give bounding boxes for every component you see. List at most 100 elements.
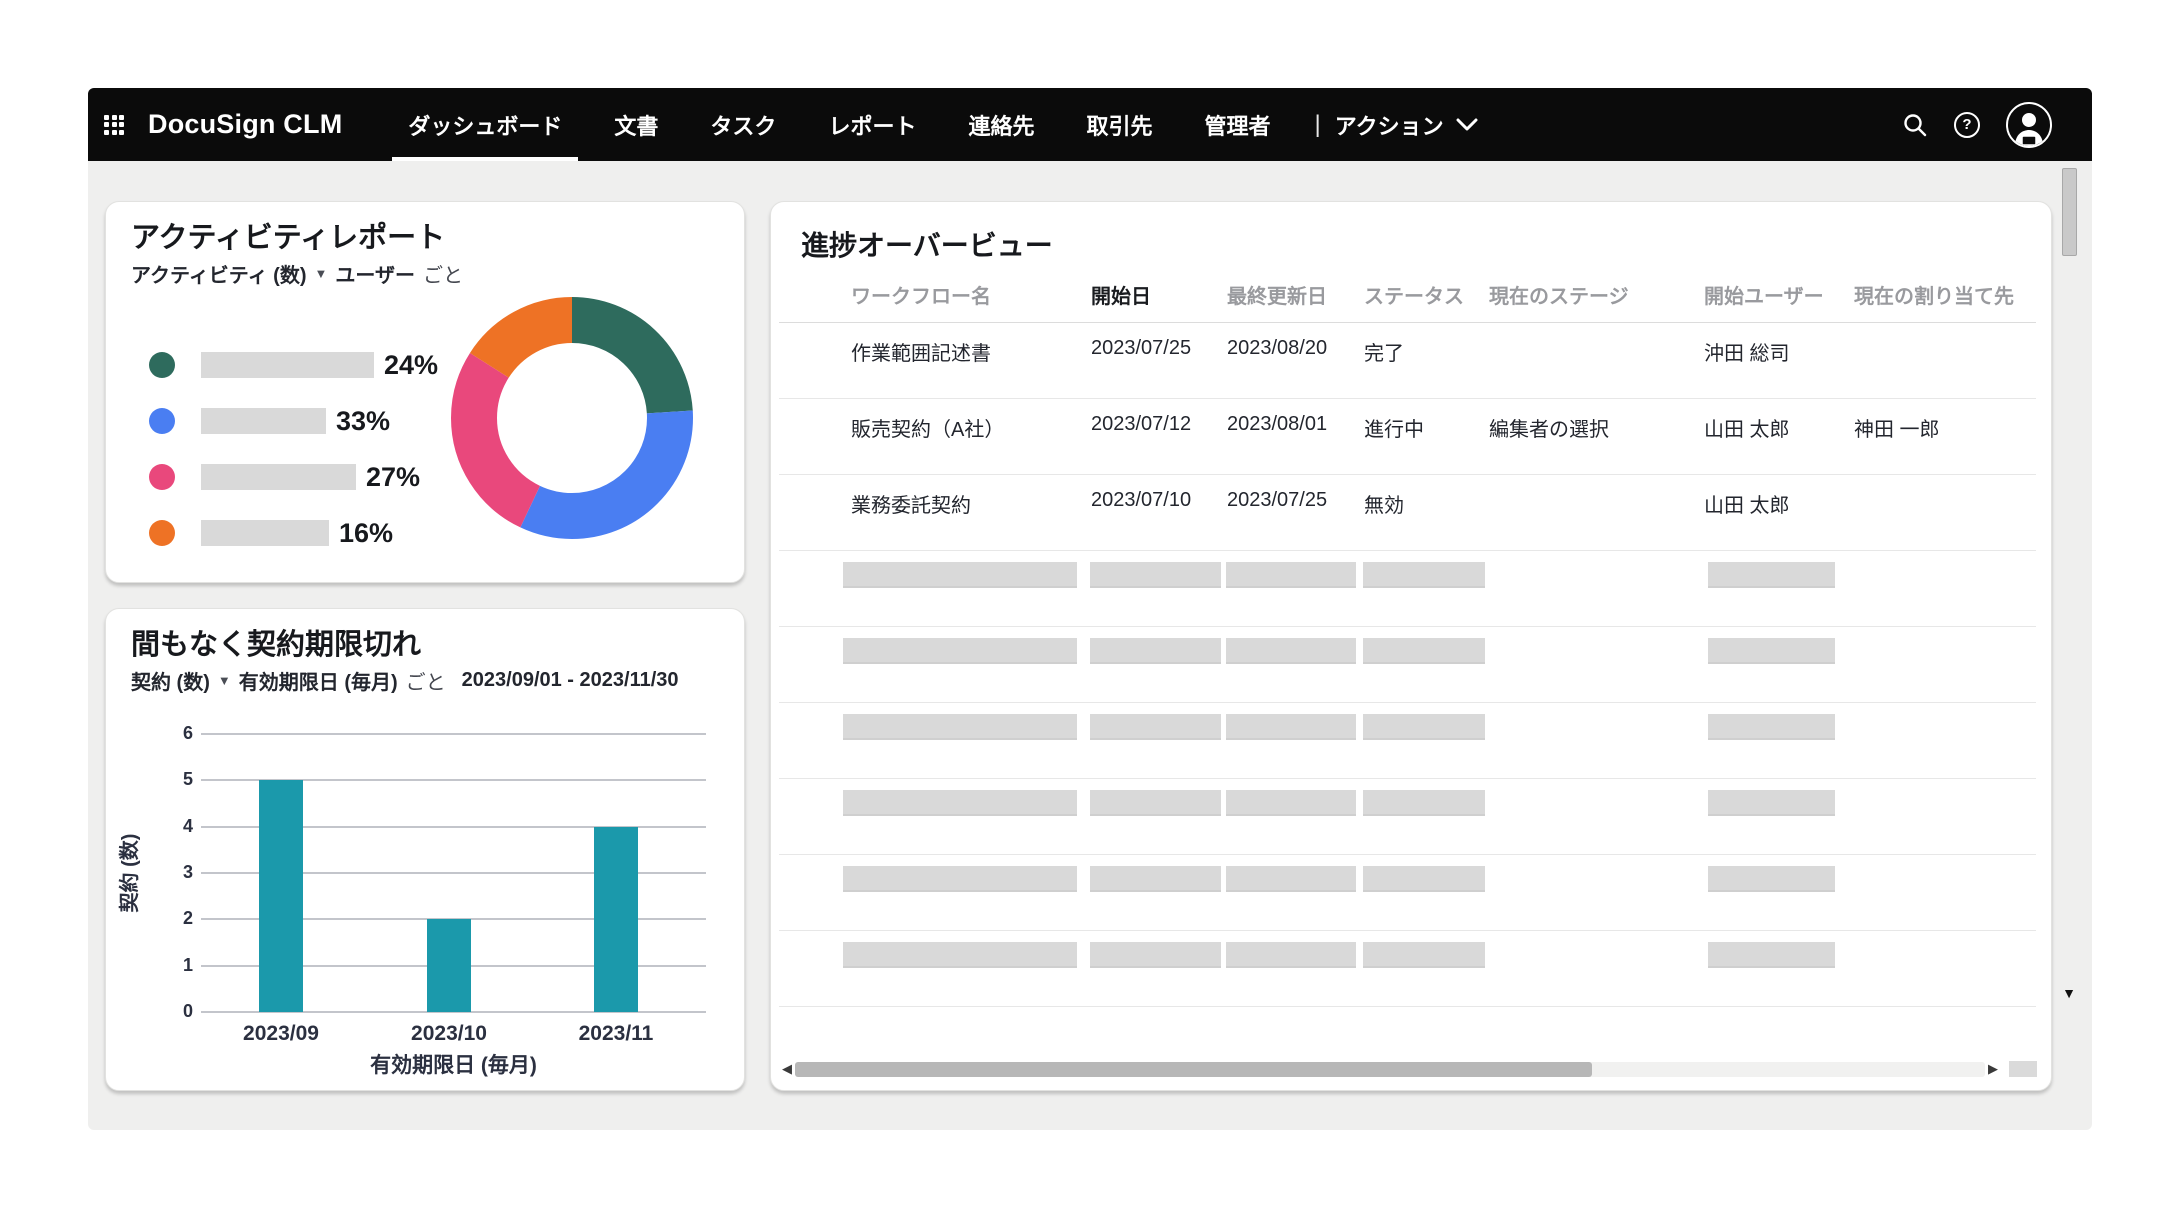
user-avatar[interactable] (2006, 101, 2052, 148)
xtick-2023/10: 2023/10 (411, 1022, 487, 1045)
cell-last_updated: 2023/08/20 (1227, 337, 1328, 359)
placeholder-bar (843, 866, 1077, 892)
help-icon[interactable]: ? (1954, 111, 1980, 138)
nav-item-reports[interactable]: レポート (828, 113, 917, 139)
horizontal-scrollbar-thumb[interactable] (795, 1061, 1593, 1077)
expiring-contracts-title: 間もなく契約期限切れ (131, 629, 422, 661)
placeholder-bar (843, 562, 1077, 588)
placeholder-bar (1363, 638, 1485, 664)
legend-label-placeholder (201, 352, 374, 378)
legend-percent-label: 33% (336, 405, 391, 436)
nav-item-admin[interactable]: 管理者 (1204, 113, 1271, 139)
column-header-start_user[interactable]: 開始ユーザー (1704, 286, 1824, 308)
nav-item-tasks[interactable]: タスク (710, 113, 777, 139)
legend-label-placeholder (201, 520, 329, 546)
placeholder-bar (1090, 790, 1221, 816)
docusign-clm-app: DocuSign CLM ダッシュボード 文書 タスク レポート 連絡先 取引先 管理者 |… (88, 88, 2092, 1130)
ytick-0: 0 (182, 1001, 193, 1021)
nav-item-accounts[interactable]: 取引先 (1086, 113, 1153, 139)
cell-workflow[interactable]: 作業範囲記述書 (851, 343, 991, 365)
gridline-y6 (201, 733, 706, 735)
cell-last_updated: 2023/08/01 (1227, 413, 1328, 435)
legend-item-2: 33% (149, 405, 438, 436)
column-header-workflow[interactable]: ワークフロー名 (851, 286, 991, 308)
horizontal-scrollbar-track[interactable] (795, 1061, 1985, 1077)
column-header-status[interactable]: ステータス (1364, 286, 1464, 308)
legend-item-1: 24% (149, 350, 438, 380)
activity-report-card: アクティビティレポート アクティビティ (数) ▼ ユーザー ごと 24% 33%… (105, 201, 745, 583)
cell-status: 進行中 (1364, 419, 1424, 441)
legend-label-placeholder (201, 408, 326, 434)
placeholder-bar (843, 714, 1077, 740)
row-separator (779, 854, 2036, 855)
legend-color-dot (149, 464, 175, 490)
placeholder-bar (1708, 866, 1835, 892)
placeholder-bar (1226, 714, 1356, 740)
bar-2023/11 (594, 826, 638, 1012)
column-header-stage[interactable]: 現在のステージ (1489, 286, 1629, 308)
activity-by-suffix: ごと (422, 265, 463, 287)
expiry-date-range: 2023/09/01 - 2023/11/30 (461, 669, 679, 691)
nav-item-documents[interactable]: 文書 (614, 113, 659, 139)
bar-2023/09 (259, 780, 303, 1012)
donut-slice-4 (451, 297, 693, 539)
gridline-y3 (201, 872, 706, 874)
legend-color-dot (149, 520, 175, 546)
row-separator (779, 398, 2036, 399)
scroll-down-arrow[interactable]: ▼ (2062, 985, 2076, 1001)
legend-item-3: 27% (149, 462, 438, 492)
search-icon[interactable] (1902, 112, 1928, 138)
placeholder-bar (843, 790, 1077, 816)
cell-assignee: 神田 一郎 (1854, 419, 1940, 441)
placeholder-bar (1090, 714, 1221, 740)
nav-item-contacts[interactable]: 連絡先 (968, 113, 1035, 139)
vertical-scrollbar-thumb[interactable] (2062, 168, 2077, 256)
activity-by-label: ユーザー (335, 265, 415, 287)
cell-workflow[interactable]: 業務委託契約 (851, 495, 971, 517)
legend-label-placeholder (201, 464, 356, 490)
ytick-6: 6 (182, 723, 193, 743)
expiring-contracts-subtitle: 契約 (数) ▼ 有効期限日 (毎月) ごと 2023/09/01 - 2023… (131, 666, 679, 695)
placeholder-bar (1090, 562, 1221, 588)
placeholder-bar (1363, 562, 1485, 588)
placeholder-bar (1226, 638, 1356, 664)
activity-donut-chart (451, 297, 693, 539)
column-header-last_updated[interactable]: 最終更新日 (1227, 286, 1327, 308)
cell-workflow[interactable]: 販売契約（A社） (851, 419, 1005, 441)
legend-percent-label: 16% (339, 517, 394, 548)
cell-last_updated: 2023/07/25 (1227, 489, 1328, 511)
placeholder-bar (1226, 562, 1356, 588)
bar-2023/10 (427, 919, 471, 1012)
nav-item-dashboard[interactable]: ダッシュボード (382, 88, 588, 161)
app-grid-icon[interactable] (104, 114, 124, 135)
brand-logo: DocuSign CLM (148, 109, 343, 139)
legend-color-dot (149, 408, 175, 434)
scrollbar-corner (2009, 1061, 2037, 1077)
gridline-y5 (201, 779, 706, 782)
row-separator (779, 550, 2036, 551)
expiry-by-suffix: ごと (405, 672, 446, 694)
scroll-left-arrow[interactable]: ◀ (782, 1061, 792, 1076)
scroll-right-arrow[interactable]: ▶ (1988, 1061, 1998, 1076)
nav-menu: ダッシュボード 文書 タスク レポート 連絡先 取引先 管理者 (382, 88, 1296, 161)
xtick-2023/09: 2023/09 (243, 1022, 319, 1045)
nav-item-actions[interactable]: アクション (1335, 109, 1478, 141)
ytick-4: 4 (182, 815, 193, 836)
horizontal-scrollbar[interactable]: ◀ ▶ (779, 1059, 2037, 1079)
placeholder-bar (1090, 866, 1221, 892)
gridline-y0 (201, 1011, 706, 1013)
expiry-metric-dropdown[interactable]: 契約 (数) (131, 672, 210, 694)
caret-down-icon: ▼ (314, 266, 328, 281)
activity-metric-dropdown[interactable]: アクティビティ (数) (131, 265, 307, 287)
nav-divider: | (1314, 110, 1321, 138)
column-header-start_date[interactable]: 開始日 (1091, 286, 1151, 308)
column-header-assignee[interactable]: 現在の割り当て先 (1854, 286, 2014, 308)
placeholder-bar (1090, 942, 1221, 968)
placeholder-bar (1226, 942, 1356, 968)
chevron-down-icon (1456, 118, 1478, 130)
progress-overview-card: 進捗オーバービュー ワークフロー名 開始日 最終更新日 ステータス 現在のステージ 開始ユ… (770, 201, 2052, 1091)
donut-slice-3 (451, 297, 693, 539)
cell-start_date: 2023/07/25 (1091, 337, 1192, 359)
nav-right-icons: ? (1902, 101, 2052, 148)
